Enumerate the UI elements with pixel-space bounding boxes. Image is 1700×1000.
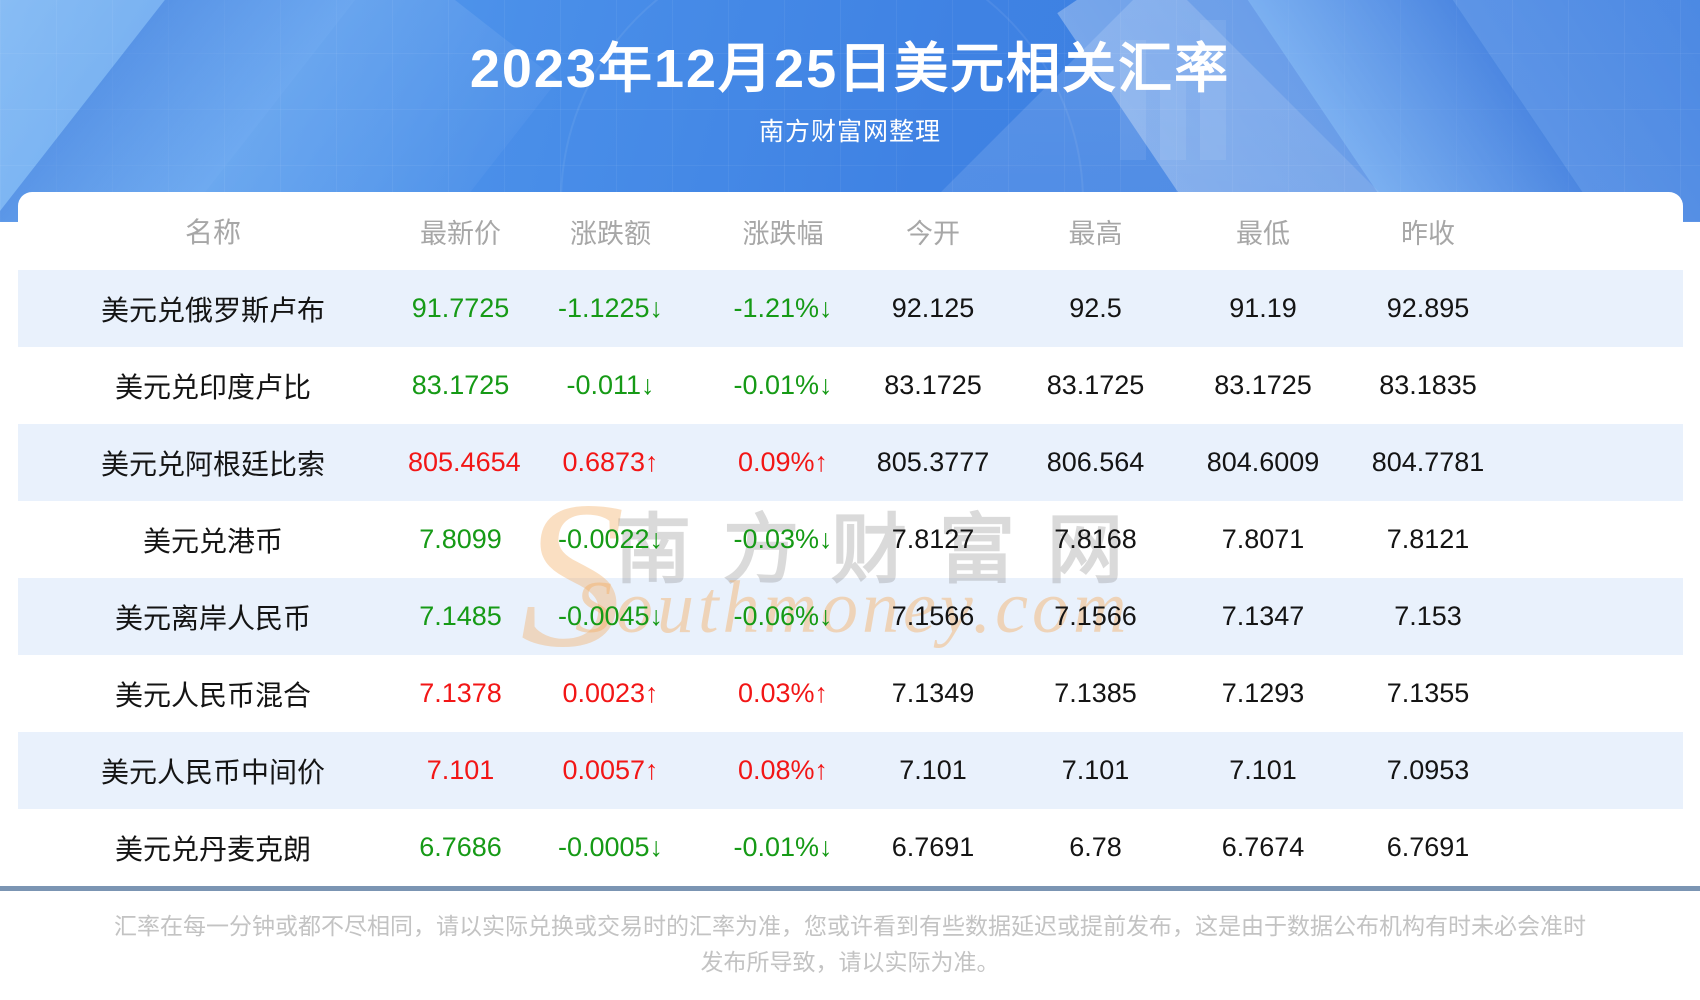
footer-disclaimer-text: 汇率在每一分钟或都不尽相同，请以实际兑换或交易时的汇率为准，您或许看到有些数据延… <box>114 913 1586 975</box>
column-header: 昨收 <box>1401 218 1455 249</box>
column-header: 今开 <box>906 218 960 249</box>
latest-price-cell: 7.1485 <box>419 601 502 631</box>
latest-price-cell: 7.101 <box>426 755 495 785</box>
change-percent-cell: -0.01%↓ <box>733 832 833 862</box>
table-header-row: 名称 最新价 涨跌额 涨跌幅 今开 最高 最低 昨收 <box>18 192 1683 270</box>
latest-price-cell: 7.1378 <box>419 678 502 708</box>
column-header: 最高 <box>1068 218 1123 249</box>
banner-bar-chart-decoration <box>1120 40 1146 160</box>
low-cell: 91.19 <box>1229 293 1297 323</box>
pair-name-cell: 美元兑港币 <box>142 525 283 557</box>
low-cell: 7.101 <box>1229 755 1297 785</box>
prev-close-cell: 804.7781 <box>1371 447 1485 477</box>
prev-close-cell: 83.1835 <box>1379 370 1477 400</box>
prev-close-cell: 7.153 <box>1394 601 1462 631</box>
change-amount-cell: 0.0057↑ <box>562 755 659 785</box>
open-cell: 7.1349 <box>891 678 975 708</box>
table-row: 美元兑俄罗斯卢布 91.7725 -1.1225↓ -1.21%↓ 92.125… <box>18 270 1683 347</box>
change-percent-cell: 0.03%↑ <box>737 678 829 708</box>
latest-price-cell: 83.1725 <box>411 370 510 400</box>
latest-price-cell: 91.7725 <box>411 293 510 323</box>
low-cell: 6.7674 <box>1221 832 1305 862</box>
pair-name-cell: 美元兑阿根廷比索 <box>100 448 325 480</box>
open-cell: 7.1566 <box>891 601 975 631</box>
open-cell: 6.7691 <box>891 832 975 862</box>
change-percent-cell: -1.21%↓ <box>733 293 833 323</box>
open-cell: 7.8127 <box>891 524 975 554</box>
high-cell: 7.1566 <box>1054 601 1137 631</box>
latest-price-cell: 6.7686 <box>419 832 502 862</box>
low-cell: 804.6009 <box>1206 447 1320 477</box>
change-amount-cell: -0.0045↓ <box>557 601 664 631</box>
table-row: 美元兑阿根廷比索 805.4654 0.6873↑ 0.09%↑ 805.377… <box>18 424 1683 501</box>
column-header: 最低 <box>1236 218 1290 249</box>
high-cell: 7.101 <box>1061 755 1130 785</box>
prev-close-cell: 7.8121 <box>1386 524 1470 554</box>
latest-price-cell: 805.4654 <box>408 447 521 477</box>
table-row: 美元离岸人民币 7.1485 -0.0045↓ -0.06%↓ 7.1566 7… <box>18 578 1683 655</box>
rate-table-card: 名称 最新价 涨跌额 涨跌幅 今开 最高 最低 昨收 美元兑俄罗斯卢布 91.7… <box>18 192 1683 886</box>
high-cell: 7.8168 <box>1054 524 1137 554</box>
pair-name-cell: 美元兑印度卢比 <box>114 371 311 403</box>
pair-name-cell: 美元离岸人民币 <box>114 602 311 634</box>
open-cell: 83.1725 <box>884 370 982 400</box>
low-cell: 7.1293 <box>1221 678 1305 708</box>
open-cell: 92.125 <box>891 293 975 323</box>
table-row: 美元兑丹麦克朗 6.7686 -0.0005↓ -0.01%↓ 6.7691 6… <box>18 809 1683 886</box>
prev-close-cell: 92.895 <box>1386 293 1470 323</box>
banner: 2023年12月25日美元相关汇率 南方财富网整理 <box>0 0 1700 222</box>
low-cell: 7.8071 <box>1221 524 1305 554</box>
table-row: 美元人民币中间价 7.101 0.0057↑ 0.08%↑ 7.101 7.10… <box>18 732 1683 809</box>
table-row: 美元兑印度卢比 83.1725 -0.011↓ -0.01%↓ 83.1725 … <box>18 347 1683 424</box>
change-percent-cell: -0.03%↓ <box>733 524 833 554</box>
change-percent-cell: -0.06%↓ <box>733 601 833 631</box>
change-amount-cell: 0.6873↑ <box>562 447 659 477</box>
high-cell: 92.5 <box>1069 293 1122 323</box>
pair-name-cell: 美元人民币中间价 <box>100 756 325 788</box>
high-cell: 7.1385 <box>1054 678 1137 708</box>
high-cell: 6.78 <box>1069 832 1122 862</box>
footer-divider <box>0 886 1700 891</box>
page-subtitle: 南方财富网整理 <box>758 118 941 146</box>
change-amount-cell: -1.1225↓ <box>557 293 664 323</box>
change-amount-cell: 0.0023↑ <box>562 678 659 708</box>
change-amount-cell: -0.0022↓ <box>557 524 664 554</box>
high-cell: 806.564 <box>1046 447 1145 477</box>
page-title: 2023年12月25日美元相关汇率 <box>469 39 1231 99</box>
change-amount-cell: -0.011↓ <box>566 370 655 400</box>
change-percent-cell: 0.09%↑ <box>737 447 829 477</box>
change-percent-cell: 0.08%↑ <box>737 755 829 785</box>
open-cell: 7.101 <box>899 755 967 785</box>
low-cell: 83.1725 <box>1214 370 1312 400</box>
prev-close-cell: 6.7691 <box>1386 832 1470 862</box>
table-body: 美元兑俄罗斯卢布 91.7725 -1.1225↓ -1.21%↓ 92.125… <box>18 270 1683 886</box>
column-header: 最新价 <box>420 218 501 249</box>
pair-name-cell: 美元人民币混合 <box>114 679 311 711</box>
column-header: 涨跌额 <box>570 218 651 249</box>
pair-name-cell: 美元兑俄罗斯卢布 <box>100 294 325 326</box>
high-cell: 83.1725 <box>1046 370 1145 400</box>
table-row: 美元人民币混合 7.1378 0.0023↑ 0.03%↑ 7.1349 7.1… <box>18 655 1683 732</box>
change-amount-cell: -0.0005↓ <box>557 832 664 862</box>
prev-close-cell: 7.0953 <box>1386 755 1470 785</box>
prev-close-cell: 7.1355 <box>1386 678 1470 708</box>
column-header: 涨跌幅 <box>742 218 824 249</box>
change-percent-cell: -0.01%↓ <box>733 370 833 400</box>
open-cell: 805.3777 <box>876 447 990 477</box>
footer-disclaimer: 汇率在每一分钟或都不尽相同，请以实际兑换或交易时的汇率为准，您或许看到有些数据延… <box>0 908 1700 980</box>
banner-bar-chart-decoration <box>1200 20 1226 160</box>
column-header: 名称 <box>184 217 241 248</box>
low-cell: 7.1347 <box>1221 601 1305 631</box>
table-row: 美元兑港币 7.8099 -0.0022↓ -0.03%↓ 7.8127 7.8… <box>18 501 1683 578</box>
latest-price-cell: 7.8099 <box>419 524 502 554</box>
banner-bar-chart-decoration <box>1160 80 1186 160</box>
pair-name-cell: 美元兑丹麦克朗 <box>114 833 311 865</box>
